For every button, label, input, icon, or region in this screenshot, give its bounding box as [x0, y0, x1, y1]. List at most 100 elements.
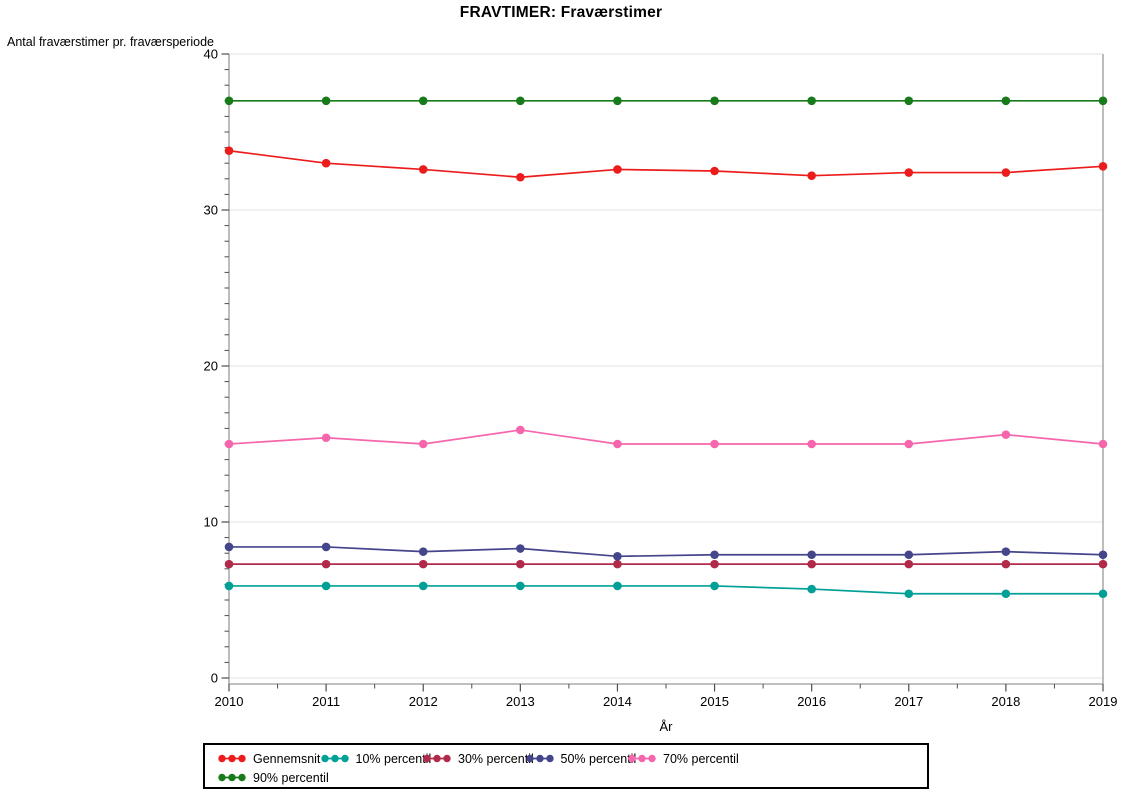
series-marker: [904, 589, 914, 599]
series-marker: [224, 581, 234, 591]
legend-label: 10% percentil: [355, 751, 432, 766]
y-tick-label: 30: [204, 203, 218, 218]
series-marker: [710, 96, 719, 106]
series-marker: [1001, 168, 1011, 177]
y-tick-label: 20: [204, 359, 218, 374]
legend-row: Gennemsnit 10% percentil 30% percentil 50% …: [218, 749, 927, 768]
legend-item: 70% percentil: [628, 752, 739, 766]
chart-title: FRAVTIMER: Fraværstimer: [459, 4, 663, 21]
series-marker: [418, 559, 428, 569]
series-marker: [710, 559, 719, 569]
series-marker: [1098, 550, 1108, 560]
series-marker: [807, 584, 816, 594]
series-marker: [904, 168, 914, 177]
series-marker: [224, 559, 234, 569]
legend-row: 90% percentil: [218, 768, 927, 787]
series-marker: [321, 581, 331, 591]
series-marker: [224, 146, 234, 156]
series-marker: [224, 96, 234, 106]
series-marker: [321, 158, 331, 168]
series-marker: [710, 581, 719, 591]
series-marker: [1001, 96, 1011, 106]
series-marker: [516, 544, 525, 553]
x-tick-label: 2016: [797, 694, 826, 709]
legend-item: 50% percentil: [525, 752, 636, 766]
series-marker: [418, 581, 428, 591]
series-marker: [516, 581, 525, 591]
legend-item: 10% percentil: [320, 752, 431, 766]
series-line-50% percentil: [229, 546, 1104, 558]
series-marker: [807, 171, 816, 180]
legend-label: 30% percentil: [458, 751, 534, 766]
series-marker: [321, 559, 331, 569]
legend-label: Gennemsnit: [253, 751, 321, 766]
x-tick-label: 2015: [700, 694, 729, 709]
series-marker: [904, 550, 914, 560]
series-marker: [1001, 547, 1011, 556]
series-marker: [1098, 96, 1108, 106]
series-marker: [418, 165, 428, 174]
series-marker: [904, 559, 914, 569]
x-tick-label: 2013: [506, 694, 535, 709]
series-marker: [1001, 559, 1011, 569]
series-marker: [1001, 430, 1011, 439]
legend: Gennemsnit 10% percentil 30% percentil 50% …: [203, 743, 929, 789]
series-marker: [613, 96, 622, 106]
series-marker: [321, 542, 331, 552]
series-marker: [904, 96, 914, 106]
legend-item: Gennemsnit: [218, 752, 321, 766]
x-tick-label: 2014: [603, 694, 632, 709]
legend-series-swatch: [423, 754, 451, 763]
series-marker: [516, 96, 525, 106]
series-marker: [321, 433, 331, 443]
legend-series-swatch: [320, 754, 349, 763]
series-marker: [418, 439, 428, 449]
series-line-10% percentil: [229, 585, 1103, 595]
y-tick-label: 40: [204, 47, 218, 62]
series-line-70% percentil: [228, 429, 1104, 445]
y-tick-label: 10: [204, 515, 218, 530]
series-marker: [224, 542, 234, 552]
series-marker: [1098, 589, 1108, 599]
x-tick-label: 2010: [215, 694, 244, 709]
series-marker: [904, 439, 914, 449]
series-marker: [613, 581, 622, 591]
series-marker: [613, 552, 622, 561]
series-marker: [710, 166, 719, 176]
legend-item: 90% percentil: [218, 771, 329, 785]
x-tick-label: 2012: [409, 694, 438, 709]
legend-series-swatch: [218, 773, 246, 782]
series-marker: [516, 172, 525, 182]
series-marker: [321, 96, 331, 106]
y-axis-title: Antal fraværstimer pr. fraværsperiode: [7, 35, 215, 49]
x-axis-title: År: [659, 719, 673, 734]
series-marker: [807, 96, 816, 106]
legend-item: 30% percentil: [423, 752, 534, 766]
x-tick-label: 2018: [991, 694, 1020, 709]
series-marker: [710, 439, 719, 449]
legend-series-swatch: [525, 754, 554, 763]
series-marker: [418, 547, 428, 556]
series-marker: [613, 165, 622, 174]
series-marker: [807, 559, 816, 569]
x-tick-label: 2011: [312, 694, 340, 709]
series-marker: [807, 550, 816, 560]
legend-label: 50% percentil: [560, 751, 637, 766]
series-marker: [1098, 439, 1108, 449]
series-marker: [807, 439, 816, 449]
legend-series-swatch: [628, 754, 656, 763]
series-marker: [1001, 589, 1011, 599]
series-marker: [1098, 559, 1108, 569]
series-marker: [613, 439, 622, 449]
series-marker: [516, 559, 525, 569]
series-marker: [710, 550, 719, 560]
x-tick-label: 2019: [1089, 694, 1118, 709]
series-marker: [516, 425, 525, 435]
x-tick-label: 2017: [894, 694, 923, 709]
series-marker: [613, 559, 622, 569]
legend-label: 90% percentil: [253, 770, 329, 785]
series-marker: [418, 96, 428, 106]
legend-series-swatch: [218, 754, 246, 763]
